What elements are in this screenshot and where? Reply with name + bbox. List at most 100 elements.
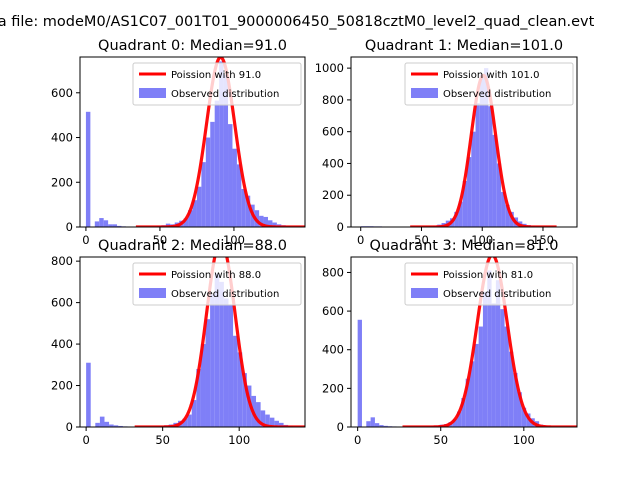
- figure-suptitle: Data file: modeM0/AS1C07_001T01_90000064…: [0, 14, 595, 30]
- histogram-bar: [201, 162, 206, 227]
- legend-label-observed: Observed distribution: [171, 89, 279, 100]
- legend-label-observed: Observed distribution: [443, 89, 551, 100]
- histogram-bar: [187, 414, 192, 427]
- subplot-title: Quadrant 1: Median=101.0: [365, 38, 563, 54]
- histogram-bar: [182, 418, 188, 427]
- histogram-bar: [210, 294, 215, 427]
- y-tick-label: 800: [322, 265, 344, 279]
- legend-label-poisson: Poission with 81.0: [443, 270, 533, 281]
- histogram-bar: [278, 422, 284, 427]
- histogram-bar: [241, 188, 246, 227]
- histogram-bar: [103, 220, 109, 227]
- histogram-bar: [237, 352, 243, 427]
- axes-frame: [350, 256, 578, 428]
- y-tick-label: 800: [322, 93, 344, 107]
- x-tick-label: 0: [82, 433, 89, 447]
- histogram-bar: [495, 280, 501, 427]
- y-tick-label: 200: [51, 175, 73, 189]
- histogram-bar: [99, 416, 105, 427]
- subplot-title: Quadrant 0: Median=91.0: [98, 38, 287, 54]
- histogram-bar: [487, 270, 492, 427]
- histogram-bar: [228, 124, 233, 227]
- x-tick-label: 100: [228, 433, 250, 447]
- histogram-bar: [118, 425, 123, 427]
- histogram-bar: [86, 362, 91, 427]
- histogram-bar: [374, 423, 380, 427]
- legend-label-observed: Observed distribution: [171, 289, 279, 300]
- histogram-bar: [233, 335, 238, 427]
- histogram-bar: [474, 343, 479, 427]
- legend-patch-swatch: [139, 288, 166, 298]
- subplot-grid: 0 50 100 0 200 400 600 Poission with 91.0 Observ…: [51, 38, 578, 447]
- histogram-bar: [465, 378, 470, 427]
- histogram-bar: [99, 218, 104, 227]
- x-tick-label: 100: [513, 433, 535, 447]
- histogram-bar: [259, 215, 264, 227]
- histogram-bar: [508, 351, 514, 427]
- histogram-bar: [183, 218, 189, 227]
- histogram-bar: [205, 319, 211, 427]
- legend: Poission with 81.0 Observed distribution: [404, 262, 574, 306]
- axes-frame: [79, 56, 306, 228]
- histogram-bar: [484, 68, 489, 227]
- y-tick-label: 400: [51, 131, 73, 145]
- x-tick-label: 0: [357, 233, 364, 247]
- histogram-bar: [366, 421, 371, 427]
- histogram-bar: [457, 411, 462, 427]
- histogram-bar: [232, 148, 237, 227]
- legend-patch-swatch: [139, 88, 166, 98]
- histogram-bar: [482, 291, 488, 427]
- histogram-bar: [491, 303, 496, 427]
- x-tick-label: 50: [433, 433, 448, 447]
- histogram-bar: [379, 425, 384, 427]
- histogram-bar: [478, 326, 483, 427]
- histogram-bar: [492, 134, 497, 227]
- legend: Poission with 91.0 Observed distribution: [132, 62, 302, 106]
- histogram-bar: [467, 157, 472, 227]
- histogram-bar: [513, 372, 518, 427]
- histogram-bar: [191, 400, 197, 427]
- histogram-bar: [370, 417, 375, 427]
- histogram-bar: [242, 373, 247, 427]
- y-tick-label: 0: [337, 420, 344, 434]
- x-tick-label: 50: [153, 233, 168, 247]
- histogram-bar: [505, 204, 510, 227]
- histogram-bar: [109, 424, 114, 427]
- y-tick-label: 200: [51, 379, 73, 393]
- histogram-bar: [200, 344, 206, 427]
- histogram-bar: [475, 103, 480, 227]
- subplot-quadrant-2: 0 50 100 0 200 400 600 800 Poission with 88.0 Obs…: [51, 238, 306, 447]
- histogram-bar: [188, 210, 193, 227]
- legend-label-poisson: Poission with 91.0: [171, 70, 261, 81]
- histogram-bar: [267, 220, 273, 227]
- histogram-bar: [214, 273, 220, 427]
- histogram-bar: [94, 221, 100, 227]
- histogram-bar: [488, 106, 493, 227]
- histogram-bar: [205, 137, 211, 227]
- histogram-bar: [223, 298, 229, 427]
- histogram-bar: [504, 326, 509, 427]
- histogram-bar: [256, 402, 261, 427]
- histogram-bar: [214, 100, 220, 227]
- y-tick-label: 600: [51, 296, 73, 310]
- x-tick-label: 50: [155, 433, 170, 447]
- histogram-bar: [117, 225, 122, 227]
- histogram-bar: [517, 392, 522, 427]
- axes-frame: [350, 56, 578, 228]
- histogram-bar: [501, 192, 506, 227]
- legend: Poission with 88.0 Observed distribution: [132, 262, 302, 306]
- histogram-bar: [469, 361, 475, 427]
- x-tick-label: 0: [354, 433, 361, 447]
- histogram-bar: [236, 164, 242, 227]
- y-tick-label: 0: [337, 220, 344, 234]
- histogram-bar: [223, 74, 229, 227]
- histogram-bar: [228, 304, 234, 427]
- histogram-bar: [452, 419, 458, 427]
- axes-frame: [79, 256, 306, 428]
- subplot-quadrant-1: 0 50 100 150 0 200 400 600 800 1000 Poission with …: [315, 38, 578, 247]
- x-tick-label: 100: [471, 233, 493, 247]
- histogram-bar: [246, 385, 252, 427]
- y-tick-label: 800: [51, 254, 73, 268]
- histogram-bar: [108, 224, 113, 227]
